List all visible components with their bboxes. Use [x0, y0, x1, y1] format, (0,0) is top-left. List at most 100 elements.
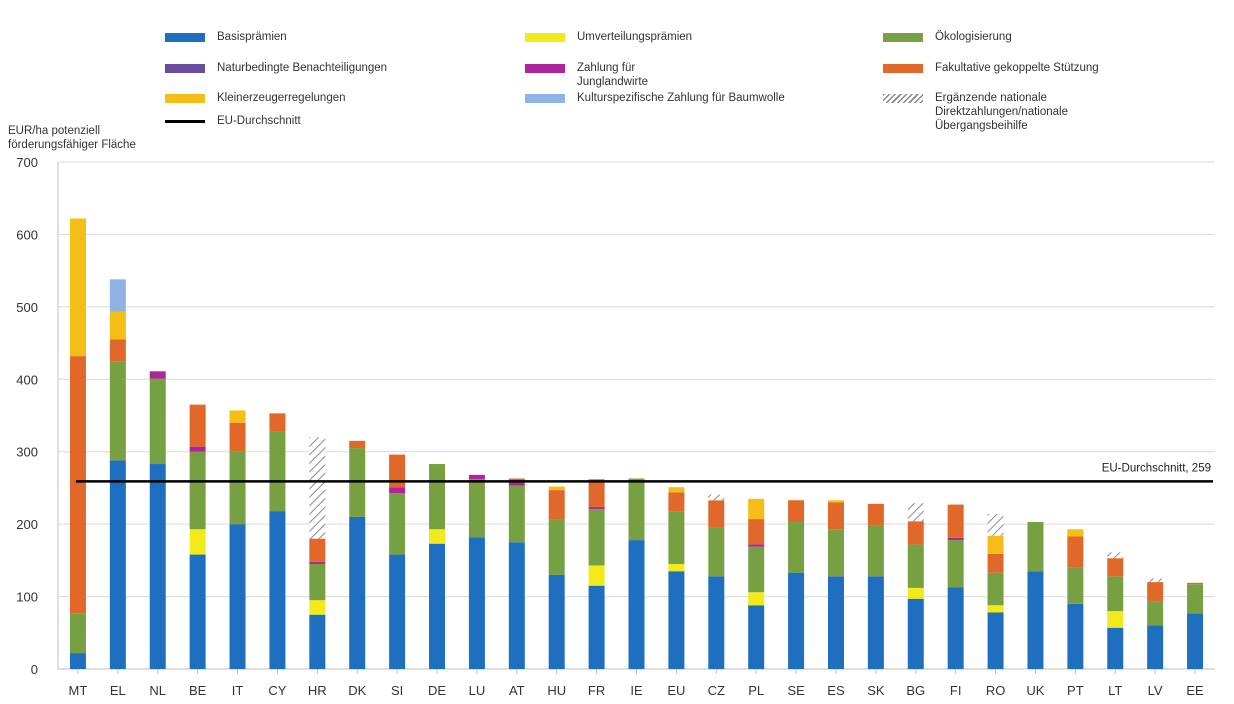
bar-segment-BG-oeko: [907, 544, 924, 588]
bar-segment-LV-oeko: [1147, 601, 1164, 626]
bar-segment-PT-klein: [1067, 529, 1084, 537]
y-tick-label: 300: [16, 445, 38, 460]
bar-segment-CY-basis: [269, 511, 286, 669]
bar-segment-PL-umvert: [748, 592, 765, 606]
bar-segment-FR-jung: [588, 506, 605, 509]
x-tick-label: AT: [509, 683, 525, 698]
bar-segment-EL-basis: [109, 460, 126, 669]
legend-label: Ökologisierung: [935, 31, 1012, 43]
legend-label: Umverteilungsprämien: [577, 31, 693, 43]
bar-segment-RO-oeko: [987, 572, 1004, 606]
bar-segment-EE-oeko: [1187, 584, 1204, 614]
bar-segment-DK-fakult: [349, 440, 366, 449]
x-tick-label: IT: [232, 683, 244, 698]
bar-segment-HR-fakult: [309, 538, 326, 562]
bar-segment-LV-hatch: [1147, 578, 1164, 583]
bar-segment-HU-basis: [548, 574, 565, 669]
bar-segment-MT-fakult: [69, 356, 86, 614]
bar-segment-AT-basis: [508, 542, 525, 669]
legend-swatch-basis: [165, 33, 205, 42]
bar-segment-PL-oeko: [748, 546, 765, 593]
bar-segment-IT-basis: [229, 524, 246, 669]
legend-item-baumwolle: Kulturspezifische Zahlung für Baumwolle: [525, 91, 785, 105]
legend-swatch-oeko: [883, 33, 923, 42]
bar-segment-DE-umvert: [429, 529, 446, 544]
bar-segment-HR-jung: [309, 561, 326, 564]
bar-segment-IT-fakult: [229, 422, 246, 452]
legend-item-oekologisierung: Ökologisierung: [883, 30, 1012, 44]
bar-segment-SE-basis: [788, 572, 805, 669]
legend-item-fakultativ: Fakultative gekoppelte Stützung: [883, 61, 1099, 75]
bar-segment-CZ-basis: [708, 576, 725, 669]
bar-segment-RO-fakult: [987, 553, 1004, 573]
bar-segment-FI-basis: [947, 587, 964, 669]
bar-segment-SI-oeko: [389, 492, 406, 555]
legend-label: Basisprämien: [217, 31, 287, 43]
x-tick-label: PL: [748, 683, 764, 698]
x-tick-label: BG: [906, 683, 925, 698]
y-axis-label: EUR/ha potenziell förderungsfähiger Fläc…: [8, 125, 136, 151]
legend-label: EU-Durchschnitt: [217, 115, 301, 127]
bar-segment-SK-fakult: [867, 503, 884, 526]
x-tick-label: DE: [428, 683, 446, 698]
legend-label: Fakultative gekoppelte Stützung: [935, 62, 1099, 74]
bar-segment-PL-basis: [748, 605, 765, 669]
bar-segment-LT-umvert: [1107, 611, 1124, 628]
bar-segment-EE-fakult: [1187, 582, 1204, 585]
bar-segment-LU-oeko: [468, 479, 485, 538]
bar-segment-BE-oeko: [189, 451, 206, 530]
bar-segment-FI-fakult: [947, 504, 964, 538]
bar-segment-ES-basis: [827, 576, 844, 669]
legend-swatch-klein: [165, 94, 205, 103]
bar-segment-MT-basis: [69, 653, 86, 669]
x-tick-label: CZ: [708, 683, 725, 698]
bar-segment-LV-basis: [1147, 625, 1164, 669]
legend-swatch-fakult: [883, 64, 923, 73]
bar-segment-FI-jung: [947, 537, 964, 541]
legend-label: Zahlung für Junglandwirte: [577, 62, 648, 88]
x-tick-label: FR: [588, 683, 605, 698]
x-tick-label: HU: [547, 683, 566, 698]
bar-segment-EU-klein: [668, 487, 685, 493]
bar-segment-CZ-fakult: [708, 500, 725, 528]
bar-segment-EU-oeko: [668, 511, 685, 564]
bar-segment-IE-basis: [628, 540, 645, 669]
bar-segment-NL-jung: [149, 371, 166, 379]
bar-segment-IT-oeko: [229, 451, 246, 525]
bar-segment-EU-umvert: [668, 563, 685, 572]
bar-segment-MT-klein: [69, 218, 86, 357]
bar-segment-EL-fakult: [109, 339, 126, 362]
bar-segment-LT-hatch: [1107, 552, 1124, 559]
legend-swatch-natur: [165, 64, 205, 73]
x-tick-label: NL: [149, 683, 166, 698]
bar-segment-HU-oeko: [548, 519, 565, 575]
x-tick-label: UK: [1026, 683, 1044, 698]
bar-segment-SK-oeko: [867, 525, 884, 577]
y-tick-label: 400: [16, 372, 38, 387]
legend-label: Kleinerzeugerregelungen: [217, 92, 346, 104]
bar-segment-UK-oeko: [1027, 521, 1044, 572]
legend-swatch-jung: [525, 64, 565, 73]
bar-segment-BE-umvert: [189, 529, 206, 555]
bar-segment-RO-klein: [987, 535, 1004, 554]
bar-segment-LV-fakult: [1147, 582, 1164, 602]
x-tick-label: EL: [110, 683, 126, 698]
bar-segment-HR-oeko: [309, 563, 326, 601]
bar-segment-SE-fakult: [788, 500, 805, 522]
x-tick-label: RO: [986, 683, 1006, 698]
x-tick-label: BE: [189, 683, 207, 698]
bar-segment-EL-oeko: [109, 361, 126, 461]
bar-segment-AT-oeko: [508, 485, 525, 543]
bar-segment-AT-jung: [508, 482, 525, 486]
legend-item-eu-durchschnitt: EU-Durchschnitt: [165, 114, 301, 128]
bar-segment-ES-klein: [827, 500, 844, 503]
bar-segment-SE-oeko: [788, 521, 805, 573]
x-tick-label: LT: [1108, 683, 1122, 698]
bar-segment-BG-hatch: [907, 503, 924, 522]
bar-segment-SI-jung: [389, 487, 406, 493]
x-tick-label: SK: [867, 683, 885, 698]
bar-segment-BE-basis: [189, 554, 206, 669]
bar-segment-HU-fakult: [548, 490, 565, 520]
bar-segment-RO-hatch: [987, 514, 1004, 536]
bar-segment-LT-basis: [1107, 627, 1124, 669]
